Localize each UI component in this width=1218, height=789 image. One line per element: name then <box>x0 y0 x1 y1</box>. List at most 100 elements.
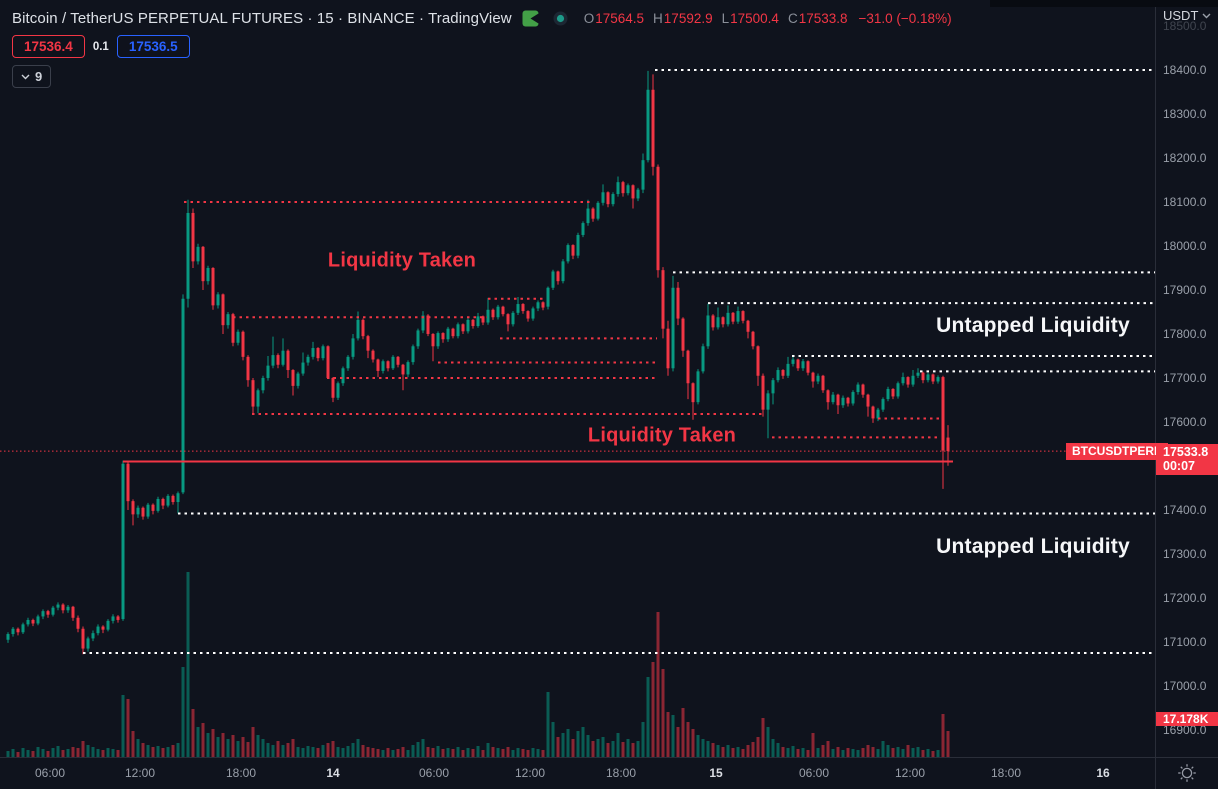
volume-bar <box>706 741 710 757</box>
market-status-dot-icon[interactable] <box>553 11 568 26</box>
volume-bar <box>341 748 345 757</box>
volume-bar <box>736 747 740 757</box>
volume-bar <box>871 747 875 757</box>
candle-up <box>561 261 565 282</box>
candle-up <box>896 383 900 397</box>
price-tick: 17100.0 <box>1163 634 1207 649</box>
candle-up <box>851 392 855 404</box>
volume-bar <box>926 749 930 757</box>
volume-bar <box>256 735 260 757</box>
candle-down <box>221 294 225 326</box>
volume-bar <box>536 749 540 757</box>
liquidity-lines-layer[interactable] <box>0 68 1155 654</box>
candle-down <box>481 316 485 323</box>
volume-bar <box>646 677 650 757</box>
candle-down <box>861 384 865 395</box>
buy-ask-button[interactable]: 17536.5 <box>116 35 190 58</box>
candle-down <box>31 619 35 624</box>
candle-up <box>531 308 535 319</box>
candle-up <box>586 208 590 224</box>
volume-bar <box>206 733 210 757</box>
candle-down <box>151 504 155 511</box>
candle-down <box>821 375 825 391</box>
volume-bar <box>636 741 640 757</box>
volume-bar <box>696 735 700 757</box>
volume-bar <box>601 737 605 757</box>
volume-bar <box>156 746 160 757</box>
axis-corner[interactable] <box>1156 757 1218 789</box>
price-axis[interactable]: USDT 18500.0 18400.0 18300.0 18200.0 18100.0… <box>1156 0 1218 757</box>
candle-down <box>366 336 370 351</box>
annotation-text[interactable]: Untapped Liquidity <box>936 314 1130 337</box>
price-tick: 16900.0 <box>1163 722 1207 737</box>
volume-bar <box>411 745 415 757</box>
candle-up <box>726 312 730 325</box>
volume-bar <box>266 743 270 757</box>
volume-bar <box>171 745 175 757</box>
annotation-text[interactable]: Liquidity Taken <box>327 249 477 272</box>
volume-bar <box>751 742 755 757</box>
candle-down <box>116 616 120 620</box>
volume-bar <box>96 749 100 757</box>
volume-bar <box>406 750 410 757</box>
annotation-text[interactable]: Untapped Liquidity <box>936 535 1130 558</box>
volume-bar <box>431 748 435 757</box>
candle-up <box>86 638 90 649</box>
volume-bar <box>131 731 135 757</box>
indicators-collapse-button[interactable]: 9 <box>12 65 52 88</box>
volume-bar <box>776 743 780 757</box>
price-tick: 18200.0 <box>1163 150 1207 165</box>
candle-up <box>736 311 740 322</box>
volume-bar <box>561 733 565 757</box>
volume-bar <box>886 745 890 757</box>
candle-up <box>816 375 820 382</box>
sell-bid-button[interactable]: 17536.4 <box>12 35 85 58</box>
volume-bar <box>756 737 760 757</box>
volume-bar <box>876 749 880 757</box>
candle-up <box>886 388 890 400</box>
volume-bar <box>676 727 680 757</box>
candle-up <box>926 374 930 381</box>
volume-bar <box>116 750 120 757</box>
currency-selector[interactable]: USDT <box>1163 8 1211 23</box>
volume-bar <box>611 741 615 757</box>
volume-bar <box>456 747 460 757</box>
candle-up <box>646 89 650 161</box>
volume-bar <box>111 749 115 757</box>
volume-bar <box>921 750 925 757</box>
candle-up <box>51 607 55 615</box>
volume-bar <box>501 749 505 757</box>
time-axis[interactable]: 06:00 12:00 18:00 14 06:00 12:00 18:00 15 06:00 1… <box>0 757 1156 789</box>
volume-bar <box>81 741 85 757</box>
annotation-text[interactable]: Liquidity Taken <box>587 424 737 447</box>
sun-theme-icon <box>1178 764 1196 782</box>
ohlc-values: O17564.5 H17592.9 L17500.4 C17533.8 −31.… <box>583 10 952 26</box>
volume-bar <box>316 748 320 757</box>
volume-bar <box>336 747 340 757</box>
candle-up <box>626 185 630 194</box>
volume-bar <box>191 709 195 757</box>
volume-bar <box>626 739 630 757</box>
time-tick: 18:00 <box>225 766 257 780</box>
volume-bar <box>31 751 35 757</box>
volume-bar <box>816 748 820 757</box>
candle-up <box>476 316 480 327</box>
candle-up <box>616 182 620 195</box>
volume-bar <box>651 662 655 757</box>
candle-down <box>571 245 575 256</box>
candle-up <box>66 606 70 611</box>
volume-bar <box>161 748 165 757</box>
price-tick: 17300.0 <box>1163 546 1207 561</box>
volume-bar <box>911 748 915 757</box>
candle-down <box>231 314 235 343</box>
chevron-down-icon <box>21 74 30 79</box>
candle-down <box>371 350 375 360</box>
symbol-title[interactable]: Bitcoin / TetherUS PERPETUAL FUTURES · 1… <box>12 9 512 27</box>
volume-bar <box>741 749 745 757</box>
volume-bar <box>481 750 485 757</box>
volume-bar <box>136 739 140 757</box>
volume-bar <box>806 750 810 757</box>
volume-bar <box>401 747 405 757</box>
price-tick: 18500.0 <box>1163 18 1207 33</box>
